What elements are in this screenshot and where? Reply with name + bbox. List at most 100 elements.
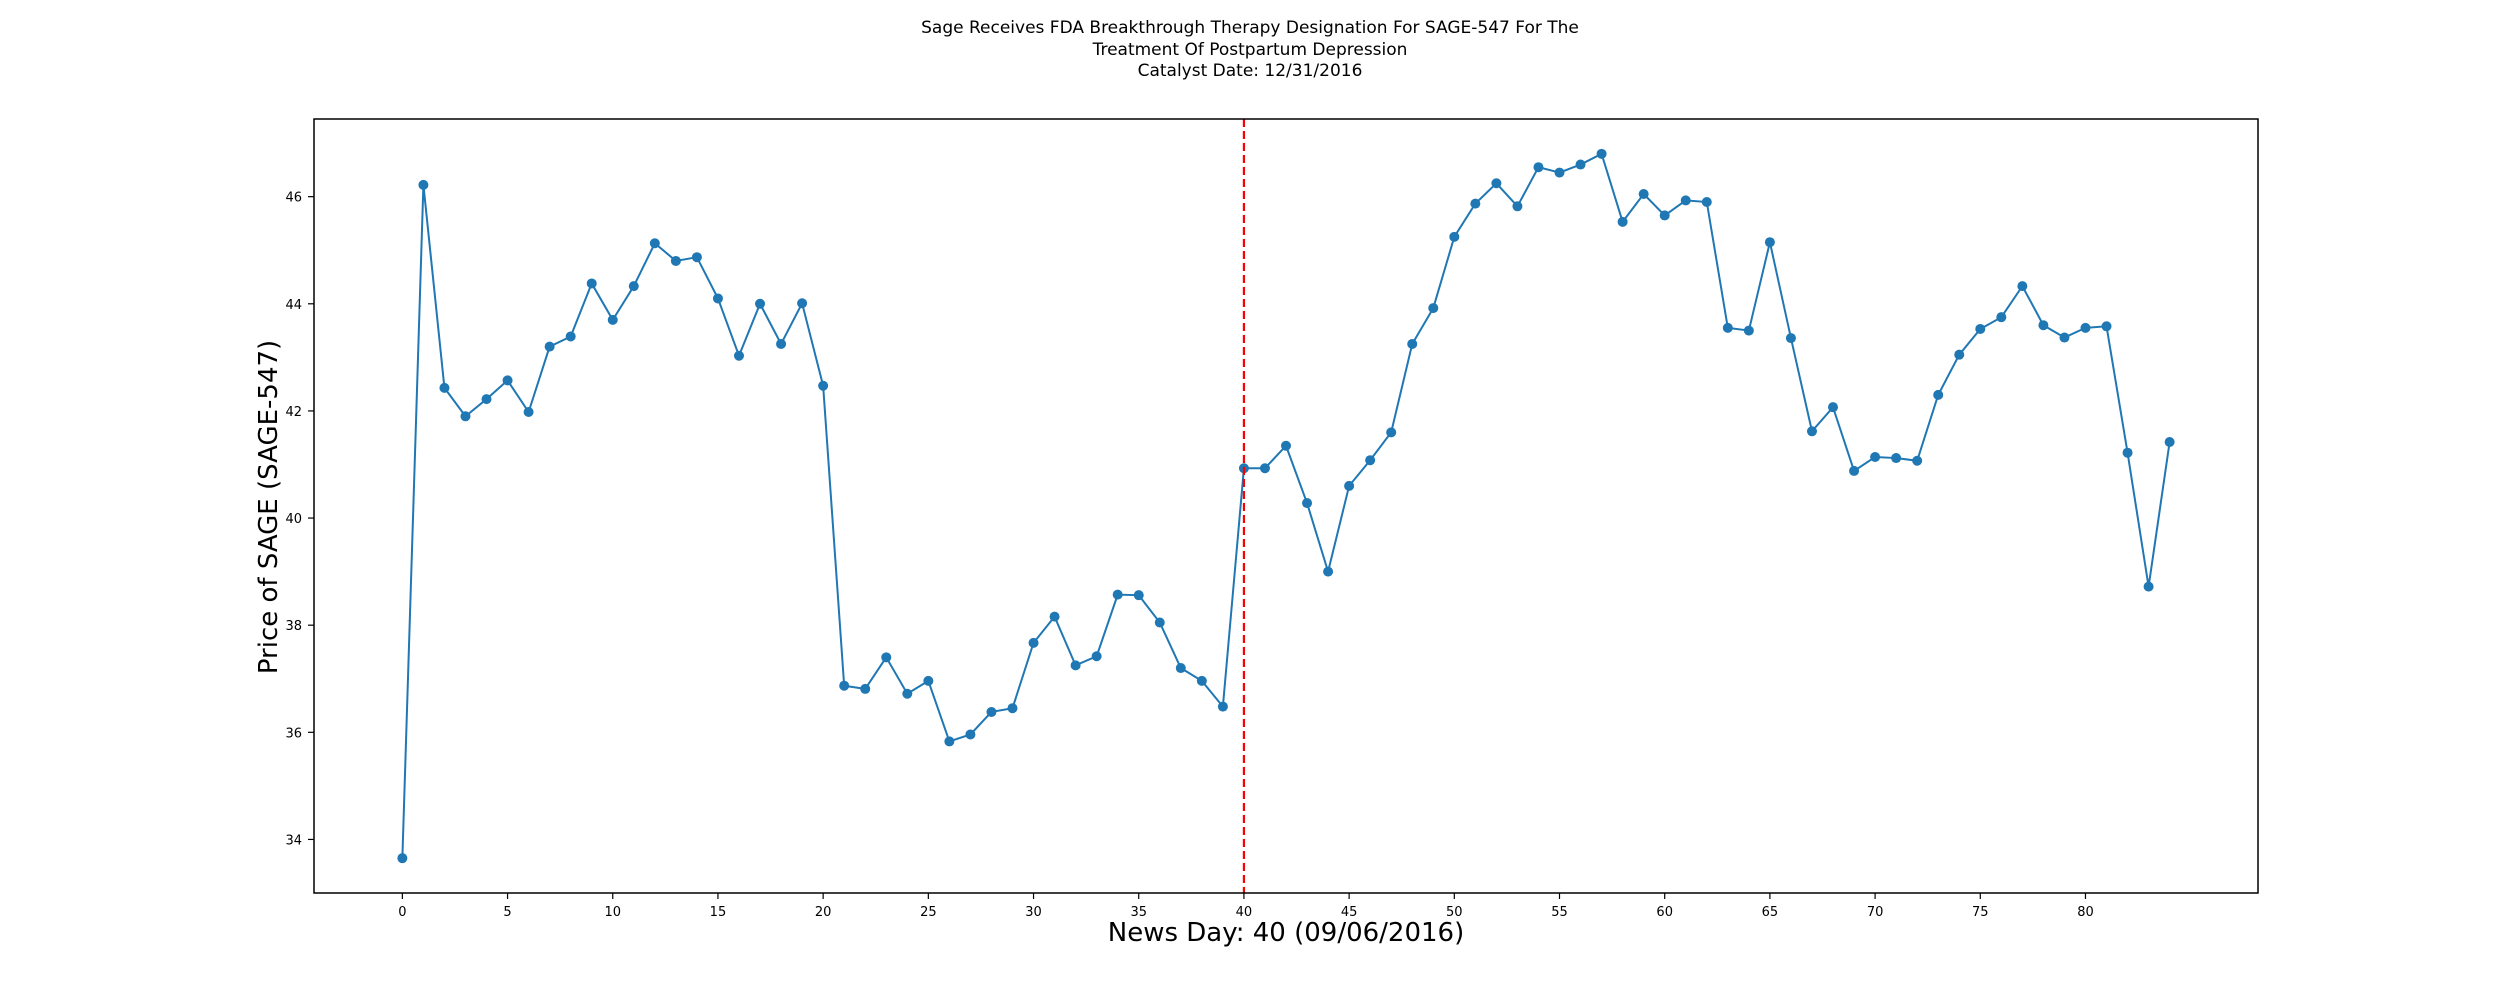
- chart-title-line: Treatment Of Postpartum Depression: [1092, 40, 1408, 60]
- y-tick-label: 46: [285, 191, 302, 206]
- price-data-point: [1596, 148, 1607, 159]
- price-data-point: [2059, 332, 2070, 343]
- price-data-point: [1638, 188, 1649, 199]
- price-data-point: [1154, 617, 1165, 628]
- x-tick-label: 55: [1551, 905, 1568, 920]
- price-data-point: [649, 238, 660, 249]
- price-data-point: [839, 680, 850, 691]
- price-data-point: [1512, 201, 1523, 212]
- price-data-point: [1828, 402, 1839, 413]
- price-data-point: [544, 341, 555, 352]
- x-tick-label: 75: [1972, 905, 1989, 920]
- series-layer: [397, 148, 2175, 864]
- x-tick-label: 50: [1446, 905, 1463, 920]
- price-data-point: [1701, 197, 1712, 208]
- price-data-point: [1680, 195, 1691, 206]
- price-data-point: [755, 298, 766, 309]
- x-tick-label: 40: [1236, 905, 1253, 920]
- price-data-point: [1575, 159, 1586, 170]
- x-tick-label: 10: [604, 905, 621, 920]
- price-data-point: [1302, 498, 1313, 509]
- x-tick-label: 45: [1341, 905, 1358, 920]
- y-tick-label: 42: [285, 405, 302, 420]
- price-data-point: [965, 729, 976, 740]
- price-data-point: [1533, 162, 1544, 173]
- price-data-point: [1491, 178, 1502, 189]
- price-data-point: [1281, 440, 1291, 451]
- price-data-point: [565, 331, 576, 342]
- x-tick-label: 60: [1656, 905, 1673, 920]
- price-data-point: [902, 688, 913, 699]
- price-data-point: [1954, 349, 1965, 360]
- x-tick-label: 20: [815, 905, 832, 920]
- y-axis-ticks: 34 36 38 40 42 44 46: [285, 191, 314, 848]
- price-data-point: [2101, 321, 2112, 332]
- price-data-point: [733, 350, 744, 361]
- price-data-point: [691, 252, 702, 263]
- plot-frame: [313, 118, 2259, 894]
- price-data-point: [776, 338, 787, 349]
- chart-subtitle-catalyst-date: Catalyst Date: 12/31/2016: [1138, 61, 1363, 81]
- price-data-point: [397, 853, 408, 864]
- x-tick-label: 65: [1762, 905, 1779, 920]
- price-data-point: [523, 406, 534, 417]
- price-data-point: [2143, 581, 2154, 592]
- y-tick-label: 44: [285, 298, 302, 313]
- price-data-point: [712, 293, 723, 304]
- price-data-point: [944, 736, 955, 747]
- price-data-point: [2017, 281, 2028, 292]
- price-data-point: [1764, 237, 1775, 248]
- price-data-point: [1617, 216, 1628, 227]
- price-data-point: [1785, 333, 1796, 344]
- y-tick-label: 38: [285, 619, 302, 634]
- chart-title-line: Sage Receives FDA Breakthrough Therapy D…: [921, 18, 1579, 38]
- price-data-point: [1659, 210, 1670, 221]
- price-data-point: [1554, 167, 1565, 178]
- chart-title: Sage Receives FDA Breakthrough Therapy D…: [921, 18, 1579, 81]
- price-data-point: [2164, 436, 2175, 447]
- price-data-point: [2122, 447, 2133, 458]
- price-data-point: [1891, 453, 1902, 464]
- price-data-point: [1428, 303, 1439, 314]
- price-data-point: [1028, 637, 1039, 648]
- price-data-point: [1912, 455, 1923, 466]
- price-series-line: [401, 152, 2171, 859]
- price-data-point: [1470, 198, 1481, 209]
- price-data-point: [1386, 427, 1397, 438]
- x-tick-label: 35: [1130, 905, 1147, 920]
- price-data-point: [986, 706, 997, 717]
- price-data-point: [1259, 463, 1270, 474]
- price-data-point: [1323, 566, 1334, 577]
- price-data-point: [1743, 325, 1754, 336]
- price-data-point: [607, 314, 618, 325]
- price-data-point: [1849, 465, 1860, 476]
- x-tick-label: 30: [1025, 905, 1042, 920]
- price-data-point: [1049, 611, 1060, 622]
- price-data-point: [923, 675, 934, 686]
- y-tick-label: 40: [285, 512, 302, 527]
- x-axis-label: News Day: 40 (09/06/2016): [1108, 918, 1464, 948]
- price-data-point: [1133, 590, 1144, 601]
- y-axis-label: Price of SAGE (SAGE-547): [254, 340, 284, 674]
- price-data-point: [1449, 231, 1460, 242]
- price-data-point: [1112, 589, 1123, 600]
- price-data-point: [502, 375, 513, 386]
- price-data-point: [2038, 320, 2049, 331]
- price-data-point: [1996, 312, 2007, 323]
- price-data-point: [670, 255, 681, 266]
- price-data-point: [460, 411, 471, 422]
- price-data-point: [439, 382, 450, 393]
- price-data-point: [881, 652, 892, 663]
- price-data-point: [1407, 338, 1418, 349]
- price-data-point: [1365, 455, 1376, 466]
- price-data-point: [1007, 703, 1018, 714]
- price-data-point: [797, 298, 808, 309]
- price-data-point: [1344, 480, 1355, 491]
- price-data-point: [418, 179, 429, 190]
- price-data-point: [818, 380, 829, 391]
- price-data-point: [2080, 322, 2091, 333]
- price-data-point: [586, 278, 597, 289]
- x-tick-label: 0: [398, 905, 406, 920]
- x-tick-label: 80: [2077, 905, 2094, 920]
